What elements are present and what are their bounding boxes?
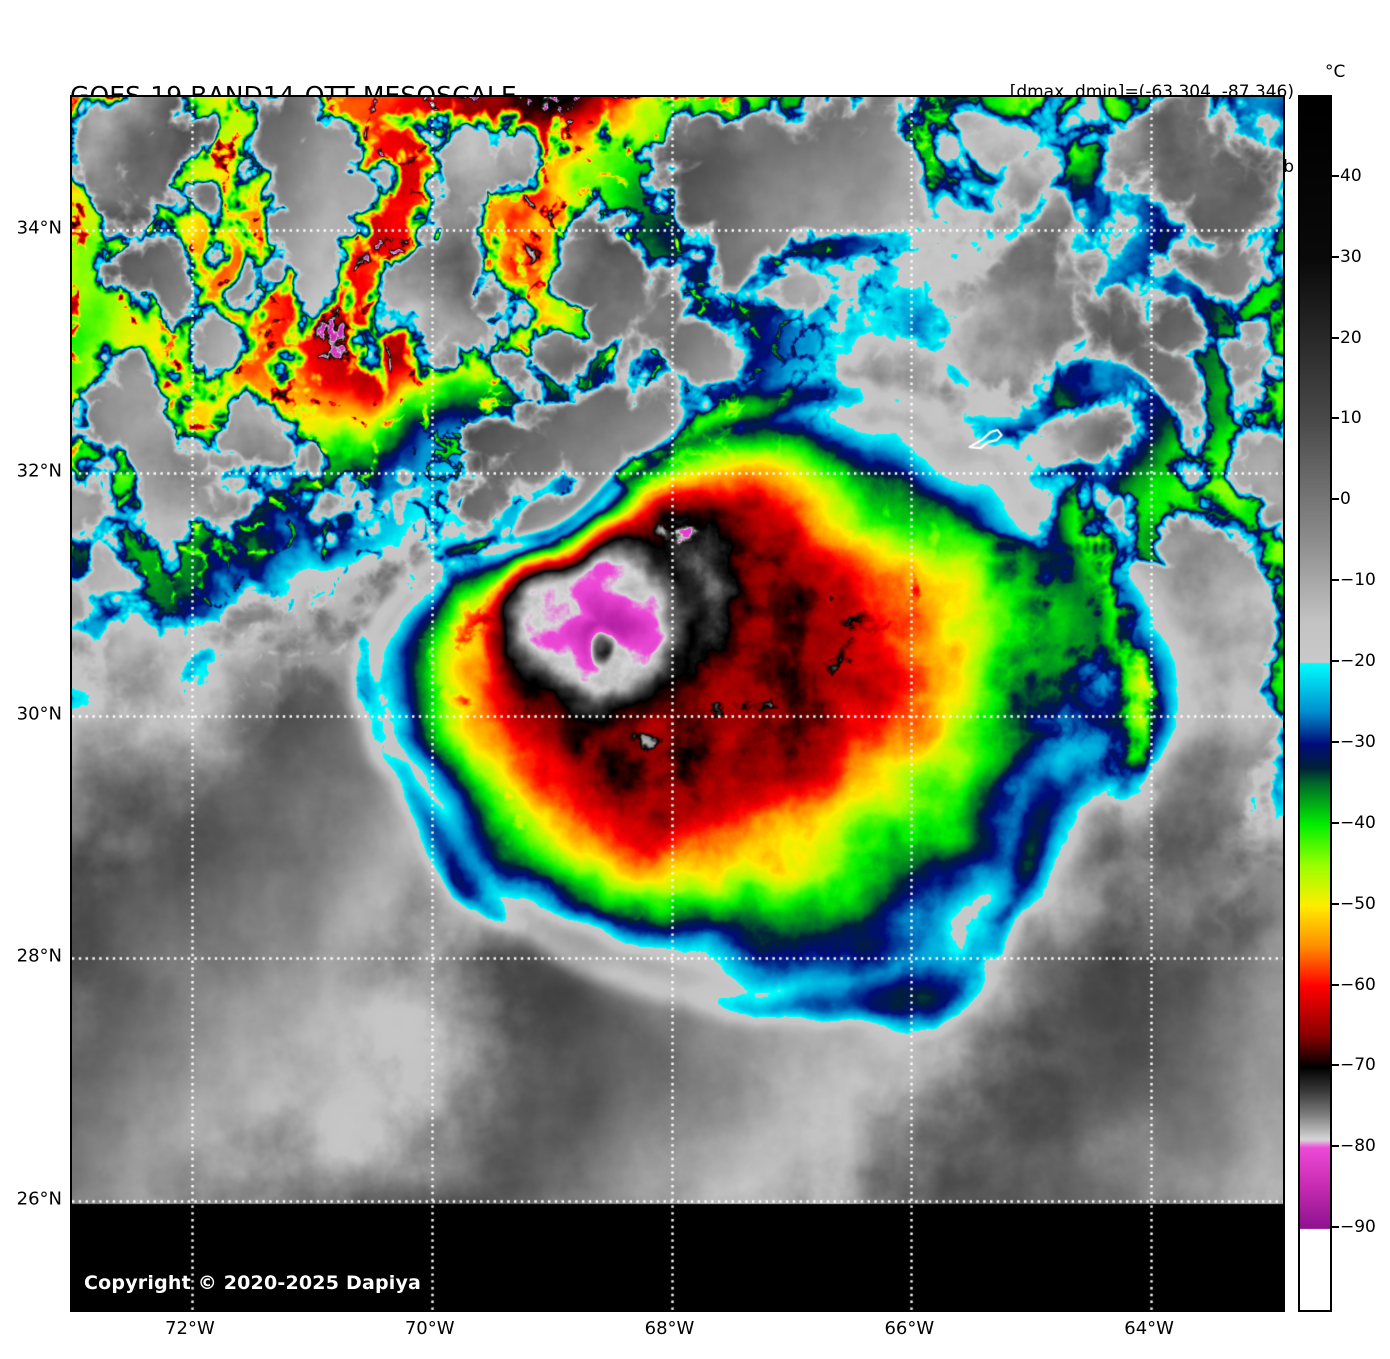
copyright-notice: Copyright © 2020-2025 Dapiya [84, 1272, 422, 1294]
lat-tick-label-0: 34°N [16, 217, 62, 239]
colorbar-tick-label-7: −30 [1340, 731, 1376, 752]
colorbar-tick-label-8: −40 [1340, 812, 1376, 833]
colorbar-tick-mark-1 [1332, 255, 1339, 258]
lat-tick-label-3: 28°N [16, 945, 62, 967]
colorbar-units-label: °C [1325, 62, 1346, 82]
colorbar-tick-mark-12 [1332, 1145, 1339, 1148]
colorbar-tick-mark-10 [1332, 983, 1339, 986]
lat-tick-label-1: 32°N [16, 460, 62, 482]
colorbar-tick-label-5: −10 [1340, 570, 1376, 591]
satellite-image-plot[interactable]: Copyright © 2020-2025 Dapiya [70, 95, 1285, 1312]
lat-tick-label-4: 26°N [16, 1188, 62, 1210]
colorbar-tick-label-9: −50 [1340, 893, 1376, 914]
colorbar-tick-mark-0 [1332, 174, 1339, 177]
colorbar-tick-label-0: 40 [1340, 165, 1362, 186]
colorbar-tick-label-12: −80 [1340, 1136, 1376, 1157]
colorbar-tick-label-4: 0 [1340, 489, 1351, 510]
colorbar-tick-label-2: 20 [1340, 327, 1362, 348]
colorbar-tick-mark-3 [1332, 417, 1339, 420]
lat-tick-label-2: 30°N [16, 703, 62, 725]
colorbar-tick-mark-6 [1332, 660, 1339, 663]
colorbar-tick-mark-11 [1332, 1064, 1339, 1067]
lon-tick-label-4: 64°W [1124, 1318, 1174, 1339]
temperature-colorbar[interactable] [1298, 95, 1332, 1312]
infrared-satellite-imagery [72, 97, 1283, 1310]
colorbar-tick-mark-5 [1332, 579, 1339, 582]
colorbar-tick-mark-4 [1332, 498, 1339, 501]
colorbar-gradient [1300, 97, 1330, 1310]
colorbar-tick-label-6: −20 [1340, 651, 1376, 672]
colorbar-tick-mark-7 [1332, 740, 1339, 743]
colorbar-tick-mark-2 [1332, 336, 1339, 339]
colorbar-tick-mark-8 [1332, 821, 1339, 824]
lon-tick-label-0: 72°W [165, 1318, 215, 1339]
lon-tick-label-1: 70°W [404, 1318, 455, 1339]
lon-tick-label-2: 68°W [644, 1318, 695, 1339]
colorbar-tick-label-11: −70 [1340, 1055, 1376, 1076]
colorbar-tick-mark-9 [1332, 902, 1339, 905]
colorbar-tick-label-10: −60 [1340, 974, 1376, 995]
colorbar-tick-mark-13 [1332, 1226, 1339, 1229]
colorbar-tick-label-1: 30 [1340, 246, 1362, 267]
colorbar-tick-label-13: −90 [1340, 1217, 1376, 1238]
colorbar-tick-label-3: 10 [1340, 408, 1362, 429]
lon-tick-label-3: 66°W [884, 1318, 935, 1339]
